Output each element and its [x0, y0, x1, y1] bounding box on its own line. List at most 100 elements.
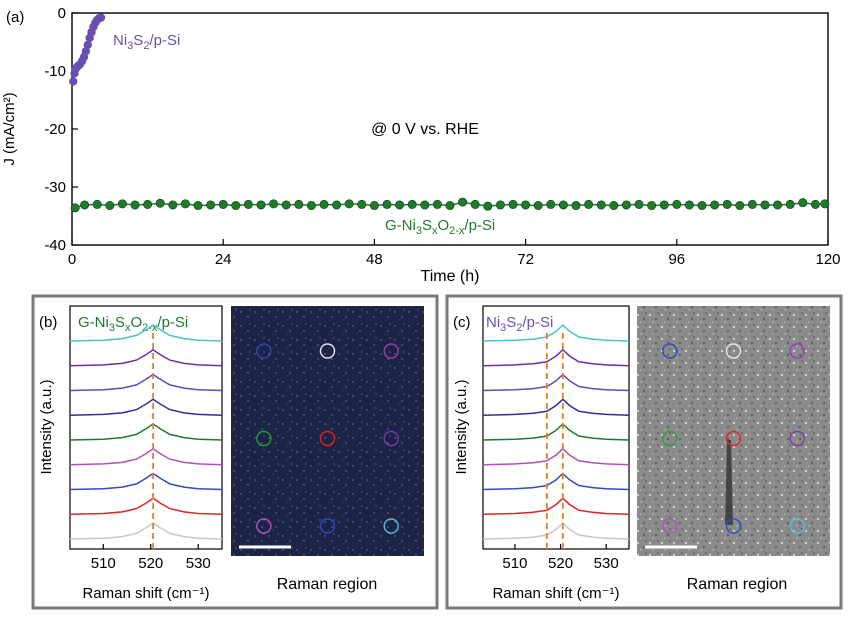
- map-sample-circle: [662, 430, 678, 447]
- data-point: [634, 199, 644, 209]
- panel-c-spectra: [482, 323, 630, 549]
- x-tick-label: 24: [215, 251, 232, 268]
- raman-spectrum: [69, 497, 223, 516]
- data-point: [83, 40, 92, 50]
- panel-b-border: [31, 294, 439, 610]
- map-sample-circle: [725, 343, 742, 359]
- data-point: [130, 200, 140, 210]
- y-tick-label: 0: [58, 5, 66, 22]
- x-tick-label: 120: [815, 251, 840, 268]
- data-point: [621, 200, 631, 210]
- data-point: [735, 201, 745, 211]
- panel-b-y-axis-label: Intensity (a.u.): [38, 379, 55, 474]
- series-label-g-ni3sxo2x: G-Ni3SxO2-x/p-Si: [385, 217, 495, 237]
- raman-spectrum: [482, 323, 630, 342]
- y-tick-label: -10: [44, 63, 66, 80]
- panel-c: (c) Ni3S2/p-Si 510 520 530 Intensity (a.u.…: [445, 294, 843, 610]
- panel-c-map-circles: [662, 343, 805, 534]
- panel-a: (a) 0 -10 -20 -30 -40 0 24 48 72 96 120 J (mA/cm²…: [1, 5, 841, 285]
- raman-spectrum: [69, 324, 223, 342]
- panel-b-x-axis-label: Raman shift (cm⁻¹): [82, 585, 209, 602]
- panel-c-border: [445, 294, 843, 610]
- data-point: [92, 199, 102, 209]
- raman-spectrum: [69, 373, 223, 392]
- map-sample-circle: [256, 343, 272, 359]
- data-point: [395, 200, 405, 210]
- panel-b-title: G-Ni3SxO2-x/p-Si: [78, 314, 188, 334]
- panel-a-data-points: [69, 13, 830, 213]
- data-point: [558, 200, 568, 210]
- data-point: [382, 199, 392, 209]
- panel-c-y-axis-label: Intensity (a.u.): [453, 379, 470, 474]
- y-tick-label: -20: [44, 121, 66, 138]
- raman-spectrum: [69, 472, 223, 491]
- x-tick-label: 72: [517, 251, 534, 268]
- map-sample-circle: [256, 430, 272, 447]
- x-tick-label: 48: [366, 251, 383, 268]
- panel-a-label: (a): [6, 9, 24, 26]
- raman-spectrum: [482, 521, 630, 540]
- map-sample-circle: [256, 518, 272, 534]
- data-point: [773, 200, 783, 210]
- x-tick-label: 530: [186, 555, 211, 572]
- data-point: [269, 199, 279, 209]
- map-sample-circle: [319, 430, 336, 447]
- data-point: [659, 200, 669, 210]
- data-point: [710, 200, 720, 210]
- panel-b-x-ticks: 510 520 530: [91, 544, 211, 572]
- x-tick-label: 530: [594, 555, 619, 572]
- panel-a-x-axis-label: Time (h): [421, 268, 480, 285]
- data-point: [458, 197, 468, 207]
- data-point: [369, 201, 379, 211]
- series-label-ni3s2: Ni3S2/p-Si: [113, 32, 180, 52]
- data-point: [647, 201, 657, 211]
- data-point: [470, 199, 480, 209]
- map-sample-circle: [319, 518, 336, 534]
- panel-c-plot-frame: [482, 305, 630, 550]
- data-point: [483, 201, 493, 211]
- data-point: [420, 200, 430, 210]
- raman-spectrum: [69, 522, 223, 540]
- panel-b: (b) G-Ni3SxO2-x/p-Si 510 520 530 Intensity…: [31, 294, 439, 610]
- data-point: [332, 200, 342, 210]
- panel-c-map-scratch: [725, 440, 733, 525]
- data-point: [810, 199, 820, 209]
- map-sample-circle: [383, 343, 399, 359]
- data-point: [584, 199, 594, 209]
- data-point: [231, 201, 241, 211]
- data-point: [820, 199, 830, 209]
- data-point: [193, 201, 203, 211]
- data-point: [785, 199, 795, 209]
- panel-c-raman-region-label: Raman region: [687, 576, 788, 593]
- raman-spectrum: [482, 497, 630, 516]
- panel-b-spectra: [69, 324, 223, 549]
- x-tick-label: 510: [502, 555, 527, 572]
- panel-b-plot-frame: [69, 305, 223, 550]
- data-point: [432, 199, 442, 209]
- raman-spectrum: [482, 422, 630, 441]
- data-point: [96, 13, 106, 22]
- data-point: [508, 199, 518, 209]
- raman-spectrum: [482, 398, 630, 417]
- x-tick-label: 520: [138, 555, 163, 572]
- map-sample-circle: [789, 430, 805, 447]
- data-point: [357, 199, 367, 209]
- data-point: [143, 199, 153, 209]
- map-sample-circle: [662, 343, 678, 359]
- data-point: [117, 199, 127, 209]
- y-tick-label: -30: [44, 179, 66, 196]
- map-sample-circle: [383, 518, 399, 534]
- data-point: [81, 47, 91, 56]
- panel-b-raman-region-label: Raman region: [277, 576, 378, 593]
- data-point: [798, 198, 808, 208]
- raman-spectrum: [69, 447, 223, 466]
- data-point: [684, 200, 694, 210]
- data-point: [105, 201, 115, 211]
- panel-b-map-circles: [256, 343, 399, 534]
- data-point: [546, 199, 556, 209]
- data-point: [722, 199, 732, 209]
- x-tick-label: 520: [548, 555, 573, 572]
- map-sample-circle: [725, 430, 742, 447]
- data-point: [495, 200, 505, 210]
